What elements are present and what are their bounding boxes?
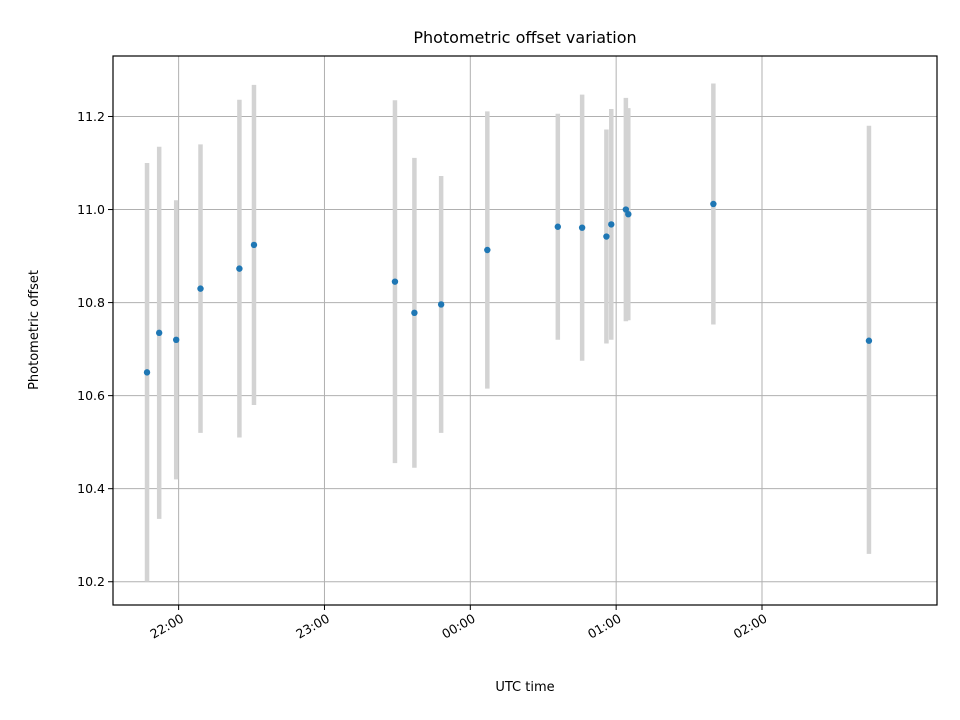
data-point — [578, 224, 586, 231]
data-point — [411, 309, 418, 317]
y-tick-label: 11.2 — [77, 109, 105, 124]
data-point — [554, 223, 562, 230]
x-axis-label: UTC time — [495, 680, 554, 695]
data-point — [250, 241, 258, 249]
y-axis-label: Photometric offset — [27, 270, 42, 390]
data-point — [172, 336, 180, 344]
data-point — [437, 301, 445, 308]
data-point — [197, 285, 204, 292]
chart-title: Photometric offset variation — [413, 28, 636, 47]
data-point — [710, 200, 717, 208]
y-tick-label: 10.8 — [77, 295, 105, 310]
data-point — [603, 233, 610, 240]
plot-frame — [112, 55, 938, 606]
data-point — [484, 246, 491, 254]
data-point — [236, 265, 243, 272]
data-points — [143, 200, 873, 376]
data-point — [143, 369, 151, 376]
data-point — [155, 329, 163, 337]
y-tick-label: 11.0 — [77, 202, 105, 217]
grid — [113, 56, 937, 605]
y-tick-label: 10.2 — [77, 574, 105, 589]
data-point — [391, 278, 399, 285]
data-point — [608, 221, 615, 228]
y-tick-label: 10.6 — [77, 388, 105, 403]
data-point — [865, 337, 873, 344]
data-point — [625, 210, 632, 218]
y-tick-label: 10.4 — [77, 481, 105, 496]
y-axis: 10.2 10.4 10.6 10.8 11.0 11.2 — [77, 109, 113, 589]
